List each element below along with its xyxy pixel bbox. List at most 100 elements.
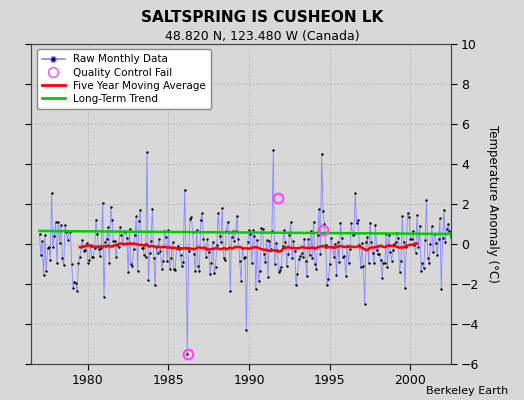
Point: [440, 207, 448, 213]
Point: [220, 255, 228, 262]
Point: [160, 228, 169, 235]
Point: [139, 245, 147, 252]
Point: [163, 258, 171, 264]
Point: [84, 259, 92, 266]
Point: [264, 274, 272, 280]
Point: [173, 243, 182, 249]
Point: [348, 231, 357, 238]
Point: [413, 212, 421, 218]
Point: [141, 254, 150, 260]
Point: [315, 206, 323, 212]
Point: [452, 227, 460, 234]
Point: [363, 234, 372, 241]
Point: [117, 232, 126, 238]
Point: [233, 212, 241, 219]
Point: [280, 227, 288, 233]
Point: [51, 219, 60, 226]
Point: [269, 147, 278, 153]
Point: [148, 206, 157, 212]
Point: [250, 233, 259, 239]
Point: [123, 235, 131, 241]
Point: [275, 268, 283, 275]
Point: [201, 245, 209, 251]
Point: [266, 246, 275, 252]
Point: [232, 228, 240, 234]
Point: [202, 254, 210, 260]
Point: [172, 244, 181, 251]
Point: [196, 216, 205, 223]
Point: [184, 248, 193, 254]
Point: [195, 268, 204, 274]
Point: [206, 270, 214, 277]
Point: [390, 241, 398, 248]
Point: [54, 219, 62, 225]
Point: [293, 271, 302, 278]
Point: [146, 250, 154, 256]
Point: [347, 220, 355, 227]
Point: [186, 216, 194, 223]
Point: [111, 238, 119, 244]
Point: [151, 282, 159, 288]
Point: [103, 236, 111, 242]
Point: [420, 265, 428, 272]
Point: [93, 231, 102, 238]
Point: [226, 288, 234, 294]
Point: [297, 250, 305, 256]
Point: [81, 246, 90, 253]
Point: [86, 242, 95, 249]
Point: [327, 234, 335, 241]
Point: [399, 239, 408, 245]
Legend: Raw Monthly Data, Quality Control Fail, Five Year Moving Average, Long-Term Tren: Raw Monthly Data, Quality Control Fail, …: [37, 49, 211, 109]
Point: [382, 231, 390, 237]
Point: [187, 214, 195, 220]
Point: [235, 258, 244, 264]
Point: [332, 272, 341, 278]
Point: [281, 239, 290, 246]
Point: [211, 264, 220, 270]
Text: Berkeley Earth: Berkeley Earth: [426, 386, 508, 396]
Point: [92, 216, 100, 223]
Point: [428, 222, 436, 229]
Point: [254, 278, 263, 285]
Point: [444, 220, 452, 227]
Point: [265, 238, 274, 244]
Point: [316, 250, 324, 257]
Point: [50, 232, 59, 239]
Point: [278, 243, 287, 250]
Point: [140, 252, 148, 258]
Point: [300, 236, 309, 242]
Point: [252, 286, 260, 292]
Point: [209, 239, 217, 245]
Point: [312, 266, 321, 273]
Point: [129, 246, 138, 252]
Point: [171, 267, 179, 273]
Point: [222, 228, 231, 234]
Point: [324, 276, 333, 283]
Point: [253, 236, 261, 243]
Point: [152, 244, 160, 251]
Point: [43, 245, 52, 251]
Point: [245, 227, 253, 233]
Point: [175, 246, 183, 252]
Point: [241, 254, 249, 260]
Point: [45, 244, 53, 250]
Point: [292, 282, 300, 288]
Point: [63, 236, 72, 243]
Point: [208, 260, 216, 266]
Point: [170, 266, 178, 272]
Point: [427, 241, 435, 248]
Point: [289, 238, 298, 244]
Point: [340, 253, 348, 259]
Point: [366, 220, 374, 226]
Point: [60, 262, 68, 268]
Point: [213, 242, 221, 248]
Point: [62, 228, 71, 235]
Point: [331, 241, 339, 248]
Point: [303, 273, 311, 280]
Point: [158, 265, 166, 272]
Point: [448, 216, 456, 222]
Point: [439, 234, 447, 241]
Point: [320, 221, 329, 228]
Point: [374, 251, 383, 258]
Point: [379, 260, 388, 266]
